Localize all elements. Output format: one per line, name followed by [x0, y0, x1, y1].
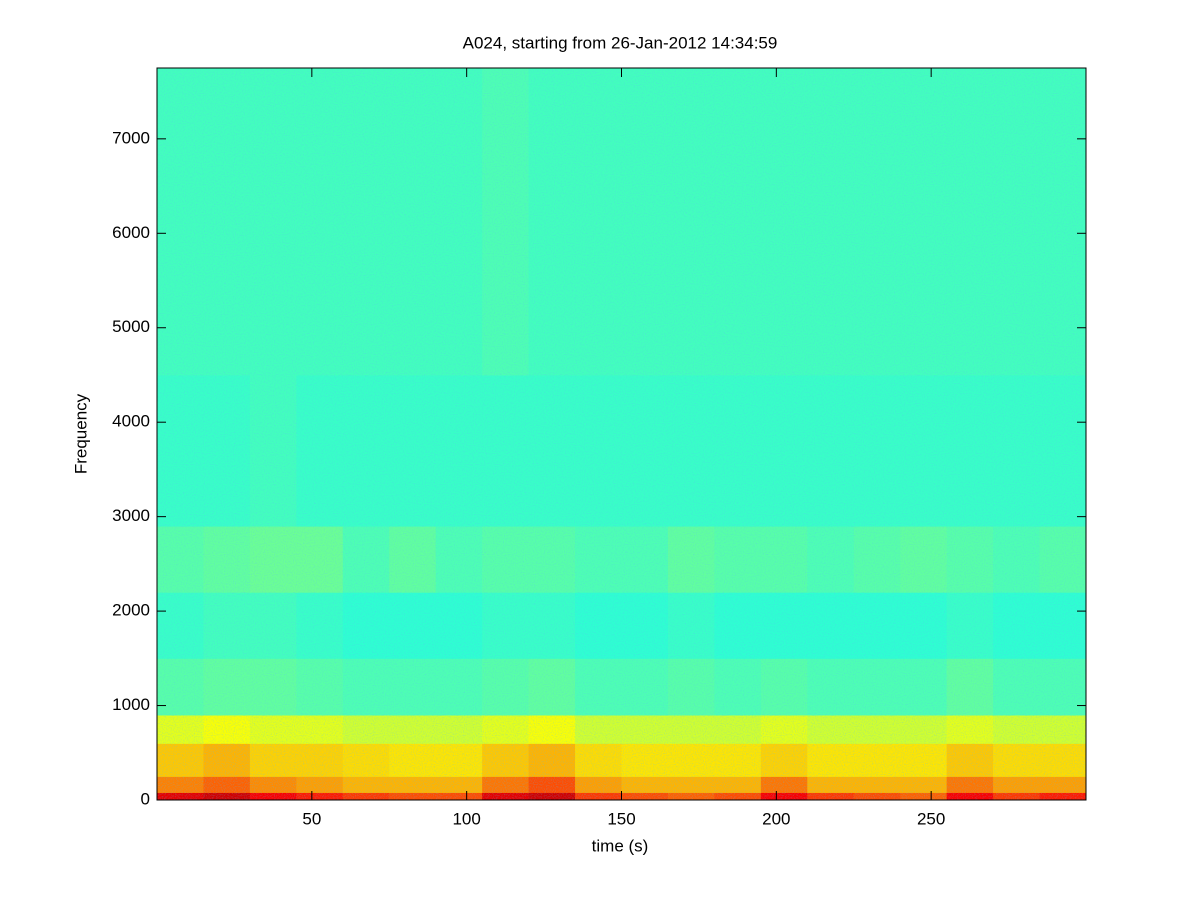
x-tick-label: 150 — [607, 809, 635, 828]
x-tick-label: 200 — [762, 809, 790, 828]
x-tick-label: 250 — [917, 809, 945, 828]
y-tick-label: 1000 — [112, 695, 150, 714]
texture — [157, 68, 1086, 800]
axes: 50 100 150 200 250 0 1000 2000 3000 4000 5000 6000 7… — [112, 67, 1087, 828]
y-tick-label: 7000 — [112, 128, 150, 147]
chart-title: A024, starting from 26-Jan-2012 14:34:59 — [463, 33, 778, 52]
x-axis-label: time (s) — [592, 836, 649, 855]
y-tick-label: 0 — [141, 789, 150, 808]
y-tick-label: 4000 — [112, 412, 150, 431]
y-tick-label: 6000 — [112, 223, 150, 242]
y-tick-label: 2000 — [112, 601, 150, 620]
x-tick-label: 100 — [452, 809, 480, 828]
y-tick-label: 5000 — [112, 317, 150, 336]
y-axis-label: Frequency — [71, 393, 90, 474]
y-tick-label: 3000 — [112, 506, 150, 525]
x-tick-label: 50 — [302, 809, 321, 828]
